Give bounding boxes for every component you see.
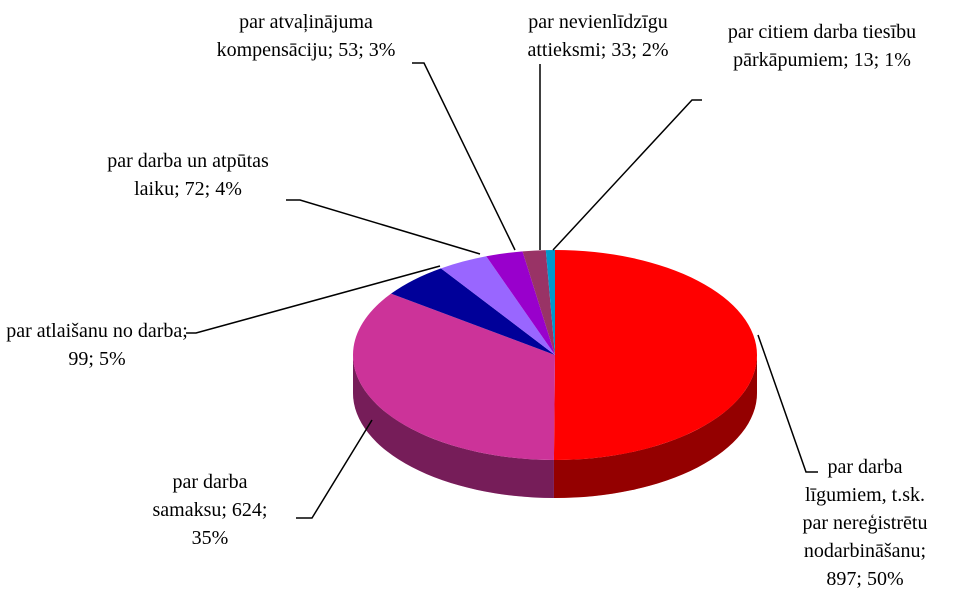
- pie: [352, 250, 757, 498]
- slice: [352, 293, 555, 460]
- leader-line: [757, 334, 818, 473]
- leader-line: [296, 419, 373, 519]
- leader-lines: [186, 62, 818, 519]
- data-label: par atlaišanu no darba; 99; 5%: [6, 320, 188, 370]
- slice: [545, 250, 555, 355]
- leader-line: [552, 99, 702, 251]
- data-label: par citiem darba tiesību pārkāpumiem; 13…: [727, 21, 917, 71]
- slice: [486, 251, 555, 355]
- data-label: par atvaļinājuma kompensāciju; 53; 3%: [216, 11, 396, 61]
- slice-shade: [353, 355, 554, 498]
- slice: [522, 250, 555, 355]
- data-label: par darba samaksu; 624; 35%: [152, 471, 268, 549]
- data-label: par nevienlīdzīgu attieksmi; 33; 2%: [527, 11, 669, 61]
- leader-line: [412, 62, 516, 251]
- leader-line: [186, 265, 441, 334]
- data-label: par darba līgumiem, t.sk. par nereģistrē…: [802, 456, 928, 590]
- data-label: par darba un atpūtas laiku; 72; 4%: [107, 150, 269, 200]
- slice: [391, 268, 555, 355]
- leader-line: [286, 199, 481, 255]
- slice-shade: [553, 355, 757, 498]
- slice-side: [553, 355, 757, 498]
- slice: [553, 250, 757, 460]
- slice: [440, 256, 555, 355]
- slice-side: [353, 355, 554, 498]
